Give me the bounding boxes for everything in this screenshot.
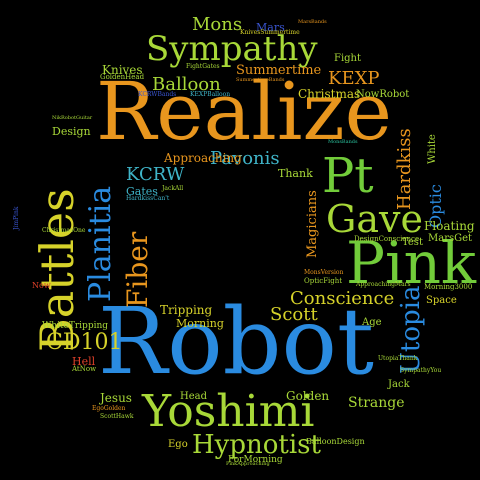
- word-knivessummertime: KnivesSummertime: [240, 29, 300, 36]
- word-hypnotist: Hypnotist: [192, 430, 321, 460]
- word-yoshimi: Yoshimi: [142, 386, 315, 437]
- word-atnow: AtNow: [72, 365, 97, 373]
- word-utopiathank: UtopiaThank: [378, 355, 418, 362]
- word-head: Head: [180, 391, 208, 402]
- word-scott: Scott: [270, 304, 318, 325]
- word-gates: Gates: [126, 185, 158, 198]
- word-fiber: Fiber: [121, 231, 154, 308]
- word-goldenhead: GoldenHead: [100, 73, 145, 81]
- word-knives: Knives: [102, 63, 143, 77]
- word-balloondesign: BalloonDesign: [306, 437, 365, 446]
- word-opticfight: OpticFight: [304, 277, 343, 285]
- word-pavonis: Pavonis: [210, 148, 280, 169]
- word-thank: Thank: [278, 167, 313, 180]
- word-test: Test: [402, 237, 423, 248]
- word-realize: Realize: [96, 65, 392, 158]
- word-fightgates: FightGates: [186, 63, 220, 70]
- word-age: Age: [362, 317, 382, 328]
- word-magicians: Magicians: [305, 190, 320, 258]
- word-tripping: Tripping: [160, 303, 213, 317]
- word-nikrobotguitar: NikRobotGuitar: [52, 115, 93, 121]
- word-kcrwbands: KCRWBands: [138, 91, 177, 98]
- word-marsget: MarsGet: [428, 233, 473, 244]
- word-white: White: [427, 134, 438, 164]
- word-jimpink: JimPink: [13, 206, 20, 230]
- word-monsbands: MonsBands: [328, 139, 358, 145]
- word-egogolden: EgoGolden: [92, 405, 126, 412]
- word-kexpballoon: KEXPBalloon: [190, 91, 231, 98]
- word-space: Space: [426, 295, 457, 306]
- word-ego: Ego: [168, 439, 188, 450]
- word-nowrobot: NowRobot: [356, 89, 410, 100]
- word-hardkisscant: HardkissCan't: [126, 195, 170, 202]
- word-pt: Pt: [322, 148, 374, 204]
- word-mars: Mars: [256, 21, 285, 34]
- word-conscience: Conscience: [290, 288, 395, 309]
- word-design: Design: [52, 125, 91, 138]
- word-christmas: Christmas: [298, 87, 361, 101]
- word-hardkiss: Hardkiss: [394, 128, 415, 210]
- word-jesus: Jesus: [100, 391, 132, 405]
- word-whitetripping: WhiteTripping: [42, 321, 109, 331]
- word-kcrw: KCRW: [126, 164, 185, 185]
- word-formorning: ForMorning: [228, 455, 283, 465]
- word-balloon: Balloon: [152, 74, 221, 95]
- word-planitia: Planitia: [83, 185, 118, 302]
- word-now: Now: [32, 281, 51, 290]
- word-robot: Robot: [98, 288, 374, 395]
- word-approachingmars: ApproachingMars: [356, 281, 411, 288]
- word-strange: Strange: [348, 395, 405, 411]
- word-mons: Mons: [192, 14, 243, 35]
- word-approaching: Approaching: [164, 151, 242, 165]
- word-morning: Morning: [176, 317, 224, 330]
- word-jackall: JackAll: [162, 185, 184, 192]
- word-pink: Pink: [346, 229, 477, 297]
- word-hell: Hell: [72, 355, 96, 368]
- word-christmasone: ChristmasOne: [42, 227, 86, 234]
- word-cd101: CD101: [46, 330, 123, 355]
- word-golden: Golden: [286, 389, 330, 403]
- word-sympathy: Sympathy: [146, 29, 318, 69]
- word-monsversion: MonsVersion: [304, 269, 344, 276]
- word-morning3000: Morning3000: [424, 283, 473, 291]
- word-marsbands: MarsBands: [298, 19, 327, 25]
- word-sympathyyou: SympathyYou: [400, 367, 442, 374]
- word-summertime: Summertime: [236, 63, 322, 78]
- word-gave: Gave: [326, 197, 423, 241]
- word-floating: Floating: [424, 219, 475, 233]
- word-kexp: KEXP: [328, 68, 380, 89]
- word-pinkapproaching: PinkApproaching: [226, 461, 270, 467]
- word-fight: Fight: [334, 53, 361, 64]
- word-designconscience: DesignConscience: [354, 235, 420, 243]
- word-summertimebands: SummertimeBands: [236, 77, 285, 83]
- word-scotthawk: ScottHawk: [100, 413, 134, 420]
- word-jack: Jack: [388, 379, 410, 390]
